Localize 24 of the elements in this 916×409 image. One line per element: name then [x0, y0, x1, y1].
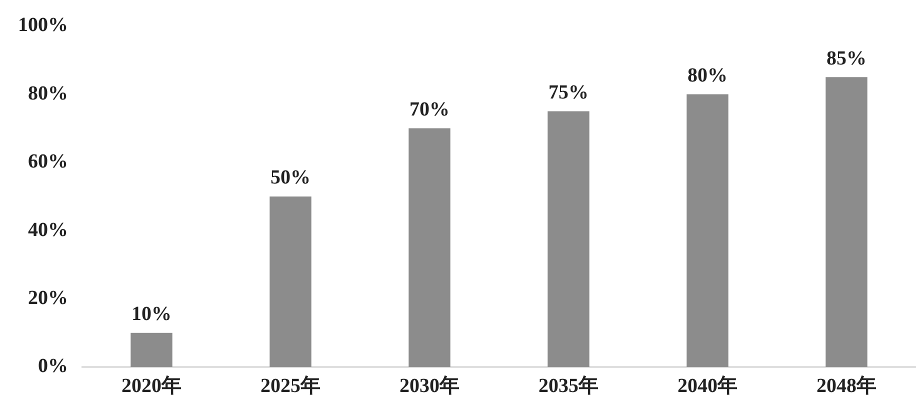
x-tick-label: 2040年 [678, 375, 738, 398]
bar [130, 332, 172, 367]
y-tick-label: 20% [28, 286, 68, 309]
bar [686, 94, 728, 367]
x-tick-label: 2020年 [122, 375, 182, 398]
bar [408, 128, 450, 367]
bar [826, 77, 868, 367]
bar [270, 196, 312, 367]
x-tick-label: 2025年 [260, 375, 320, 398]
y-tick-label: 100% [18, 14, 68, 36]
data-label: 10% [132, 303, 172, 326]
data-label: 50% [270, 166, 310, 189]
data-label: 85% [826, 47, 866, 70]
x-tick-label: 2048年 [816, 375, 876, 398]
y-tick-label: 0% [38, 355, 68, 378]
data-label: 70% [410, 98, 450, 120]
data-label: 80% [688, 64, 728, 86]
y-tick-label: 40% [28, 218, 68, 241]
y-tick-label: 80% [28, 82, 68, 104]
x-tick-label: 2035年 [538, 375, 598, 398]
y-tick-label: 60% [28, 150, 68, 173]
x-tick-label: 2030年 [400, 375, 460, 398]
data-label: 75% [548, 81, 588, 104]
bar [548, 111, 590, 367]
